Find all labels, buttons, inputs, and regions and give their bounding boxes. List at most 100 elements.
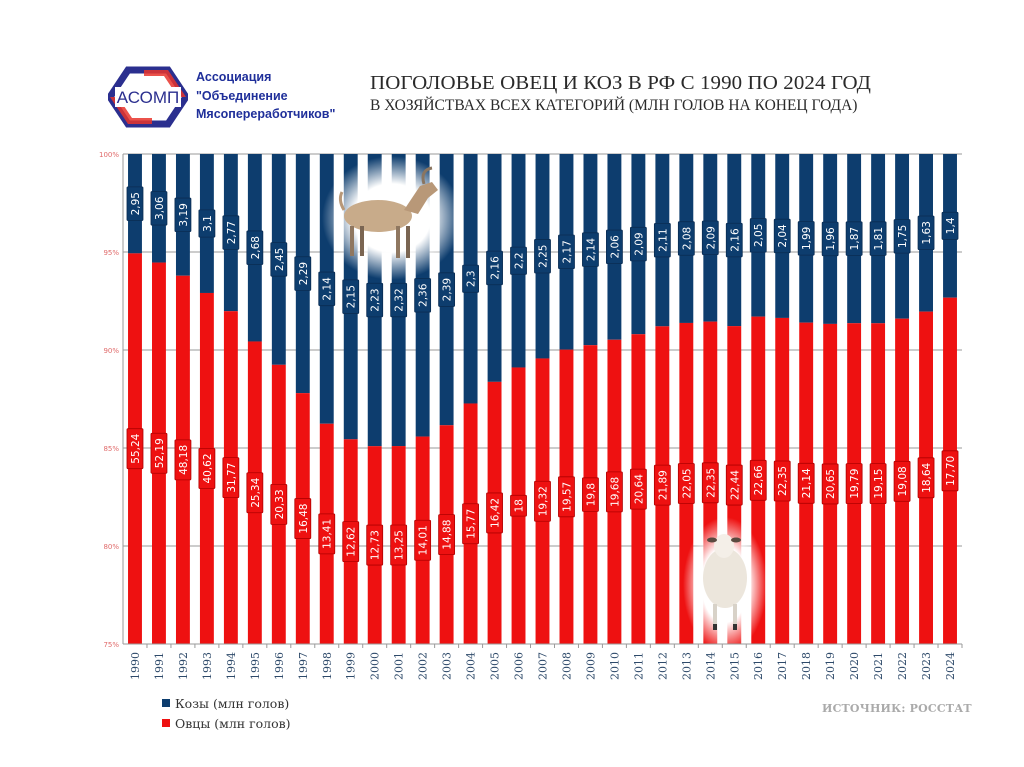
data-label-sheep: 18 (514, 499, 526, 512)
data-label-box-sheep (174, 439, 192, 481)
x-tick-label: 1991 (153, 652, 166, 680)
data-label-goats: 2,08 (681, 227, 693, 250)
data-label-box-sheep (510, 494, 527, 517)
goat-neck-head (404, 182, 438, 214)
data-label-box-sheep (390, 524, 408, 566)
x-tick-label: 2014 (704, 652, 717, 680)
x-tick-label: 2009 (584, 652, 597, 680)
data-label-goats: 1,96 (825, 227, 837, 251)
chart-title: ПОГОЛОВЬЕ ОВЕЦ И КОЗ В РФ С 1990 ПО 2024… (370, 72, 872, 94)
data-label-goats: 2,09 (705, 226, 717, 249)
data-label-sheep: 21,14 (801, 468, 813, 498)
goat-leg (350, 226, 354, 256)
data-label-sheep: 12,73 (370, 530, 382, 560)
data-label-goats: 2,14 (585, 238, 597, 262)
data-label-sheep: 19,8 (585, 483, 597, 506)
data-label-box-sheep (438, 514, 456, 556)
sheep-head (714, 534, 734, 558)
data-label-box-sheep (558, 476, 575, 518)
data-label-box-sheep (893, 460, 911, 502)
sheep-leg (713, 604, 717, 630)
data-label-box-sheep (629, 468, 647, 510)
data-labels: 2,95 55,24 3,06 52,19 3,19 48,18 3,1 40,62 2,77 3… (126, 186, 959, 566)
legend-label-sheep: Овцы (млн голов) (175, 715, 291, 731)
x-tick-label: 2018 (800, 652, 813, 680)
x-tick-label: 1992 (177, 652, 190, 680)
data-label-sheep: 13,25 (394, 530, 406, 560)
data-label-box-goats (677, 221, 695, 256)
y-tick-label: 90% (103, 347, 119, 355)
data-label-box-goats (462, 264, 479, 293)
legend-item-goats: Козы (млн голов) (162, 693, 291, 713)
data-label-box-sheep (653, 464, 671, 506)
x-tick-label: 2000 (369, 652, 382, 680)
data-label-box-sheep (677, 463, 695, 504)
data-label-sheep: 14,88 (442, 520, 454, 550)
data-label-sheep: 22,05 (681, 468, 693, 498)
x-tick-label: 2023 (920, 652, 933, 680)
data-label-goats: 2,2 (514, 252, 526, 269)
x-tick-label: 1996 (273, 652, 286, 680)
data-label-goats: 1,63 (921, 221, 933, 244)
data-label-goats: 2,29 (298, 262, 310, 285)
data-label-sheep: 31,77 (226, 463, 238, 493)
data-label-sheep: 19,57 (561, 482, 573, 512)
x-tick-label: 2017 (776, 652, 789, 680)
asomp-logo: АСОМП (105, 66, 191, 128)
data-label-box-sheep (126, 428, 144, 470)
chart-subtitle: В ХОЗЯЙСТВАХ ВСЕХ КАТЕГОРИЙ (МЛН ГОЛОВ Н… (370, 97, 858, 114)
data-label-box-goats (150, 191, 168, 226)
org-line: Ассоциация (196, 70, 272, 84)
data-label-goats: 2,06 (609, 235, 621, 259)
data-label-sheep: 15,77 (466, 509, 478, 539)
data-label-box-sheep (773, 460, 791, 502)
y-tick-label: 100% (99, 151, 119, 159)
data-label-goats: 2,95 (130, 192, 142, 215)
data-label-sheep: 48,18 (178, 445, 190, 475)
data-label-goats: 2,14 (322, 277, 334, 301)
data-label-box-sheep (749, 459, 767, 501)
data-label-sheep: 20,65 (825, 469, 837, 499)
data-label-goats: 2,77 (226, 221, 238, 244)
data-label-box-goats (534, 239, 551, 274)
x-tick-label: 2015 (728, 652, 741, 680)
data-label-goats: 2,45 (274, 248, 286, 271)
data-label-box-goats (270, 242, 288, 277)
x-tick-label: 2006 (513, 652, 526, 680)
org-line: "Объединение (196, 88, 288, 103)
goat-body (344, 200, 412, 232)
x-tick-label: 2010 (608, 652, 621, 680)
data-label-box-sheep (270, 483, 288, 525)
data-label-goats: 1,87 (849, 227, 861, 250)
data-label-goats: 2,23 (370, 288, 382, 311)
data-label-goats: 2,11 (657, 228, 669, 251)
logo-text: АСОМП (117, 88, 179, 107)
data-label-sheep: 22,35 (705, 468, 717, 498)
data-label-sheep: 40,62 (202, 453, 214, 483)
goat-leg (360, 226, 364, 256)
data-label-sheep: 22,44 (729, 470, 741, 500)
x-tick-label: 1994 (225, 652, 238, 680)
data-label-box-sheep (486, 492, 503, 534)
y-tick-label: 75% (103, 641, 119, 649)
x-tick-label: 1995 (249, 652, 262, 680)
data-label-sheep: 21,89 (657, 470, 669, 500)
data-label-box-goats (845, 221, 863, 256)
data-label-sheep: 19,79 (849, 469, 861, 499)
axes: 75% 80% 85% 90% 95% 100% 1990 1991 1992 1993 1994 1… (99, 151, 963, 680)
data-label-box-goats (629, 226, 647, 262)
goat-photo (322, 156, 462, 280)
data-label-box-sheep (462, 503, 479, 545)
sheep-ear (731, 537, 741, 543)
x-tick-label: 2004 (465, 652, 478, 680)
legend-swatch-sheep (162, 719, 170, 727)
data-label-sheep: 13,41 (322, 519, 334, 549)
x-tick-label: 1997 (297, 652, 310, 680)
source-note: ИСТОЧНИК: РОССТАТ (822, 702, 972, 715)
data-label-box-goats (869, 221, 887, 256)
data-label-box-goats (941, 211, 959, 240)
data-label-goats: 3,19 (178, 203, 190, 226)
x-tick-label: 2016 (752, 652, 765, 680)
x-tick-label: 2001 (393, 652, 406, 680)
